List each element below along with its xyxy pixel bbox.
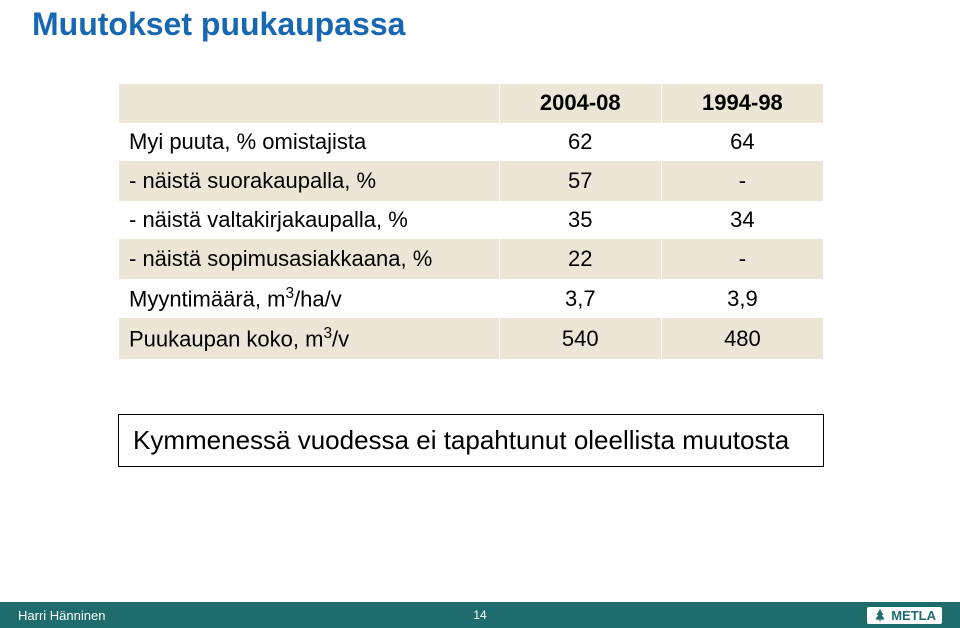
table-row: Myi puuta, % omistajista6264 (119, 123, 824, 162)
row-label: - näistä valtakirjakaupalla, % (119, 201, 500, 240)
table-row: Puukaupan koko, m3/v540480 (119, 319, 824, 359)
tree-icon (873, 608, 887, 622)
row-val-1: 3,7 (499, 279, 661, 319)
col-header-2: 1994-98 (661, 84, 823, 123)
footer-logo: METLA (867, 607, 942, 624)
footer-bar: Harri Hänninen 14 METLA (0, 602, 960, 628)
row-val-2: 3,9 (661, 279, 823, 319)
row-val-1: 62 (499, 123, 661, 162)
row-val-2: - (661, 162, 823, 201)
footer-logo-text: METLA (891, 608, 936, 623)
row-label: - näistä suorakaupalla, % (119, 162, 500, 201)
table-row: - näistä valtakirjakaupalla, %3534 (119, 201, 824, 240)
row-val-1: 540 (499, 319, 661, 359)
table-row: - näistä sopimusasiakkaana, %22- (119, 240, 824, 279)
row-val-1: 22 (499, 240, 661, 279)
row-val-2: - (661, 240, 823, 279)
row-label: Myyntimäärä, m3/ha/v (119, 279, 500, 319)
table-row: - näistä suorakaupalla, %57- (119, 162, 824, 201)
summary-text: Kymmenessä vuodessa ei tapahtunut oleell… (133, 425, 789, 455)
footer-author: Harri Hänninen (18, 608, 105, 623)
summary-box: Kymmenessä vuodessa ei tapahtunut oleell… (118, 414, 824, 467)
row-val-1: 35 (499, 201, 661, 240)
row-label: - näistä sopimusasiakkaana, % (119, 240, 500, 279)
slide: Muutokset puukaupassa 2004-08 1994-98 My… (0, 0, 960, 628)
data-table: 2004-08 1994-98 Myi puuta, % omistajista… (118, 84, 824, 359)
page-title: Muutokset puukaupassa (32, 6, 405, 43)
col-header-1: 2004-08 (499, 84, 661, 123)
table-header-row: 2004-08 1994-98 (119, 84, 824, 123)
table-row: Myyntimäärä, m3/ha/v3,73,9 (119, 279, 824, 319)
col-header-0 (119, 84, 500, 123)
row-val-2: 34 (661, 201, 823, 240)
row-val-2: 480 (661, 319, 823, 359)
row-label: Puukaupan koko, m3/v (119, 319, 500, 359)
row-val-2: 64 (661, 123, 823, 162)
row-val-1: 57 (499, 162, 661, 201)
row-label: Myi puuta, % omistajista (119, 123, 500, 162)
footer-page-number: 14 (473, 608, 486, 622)
